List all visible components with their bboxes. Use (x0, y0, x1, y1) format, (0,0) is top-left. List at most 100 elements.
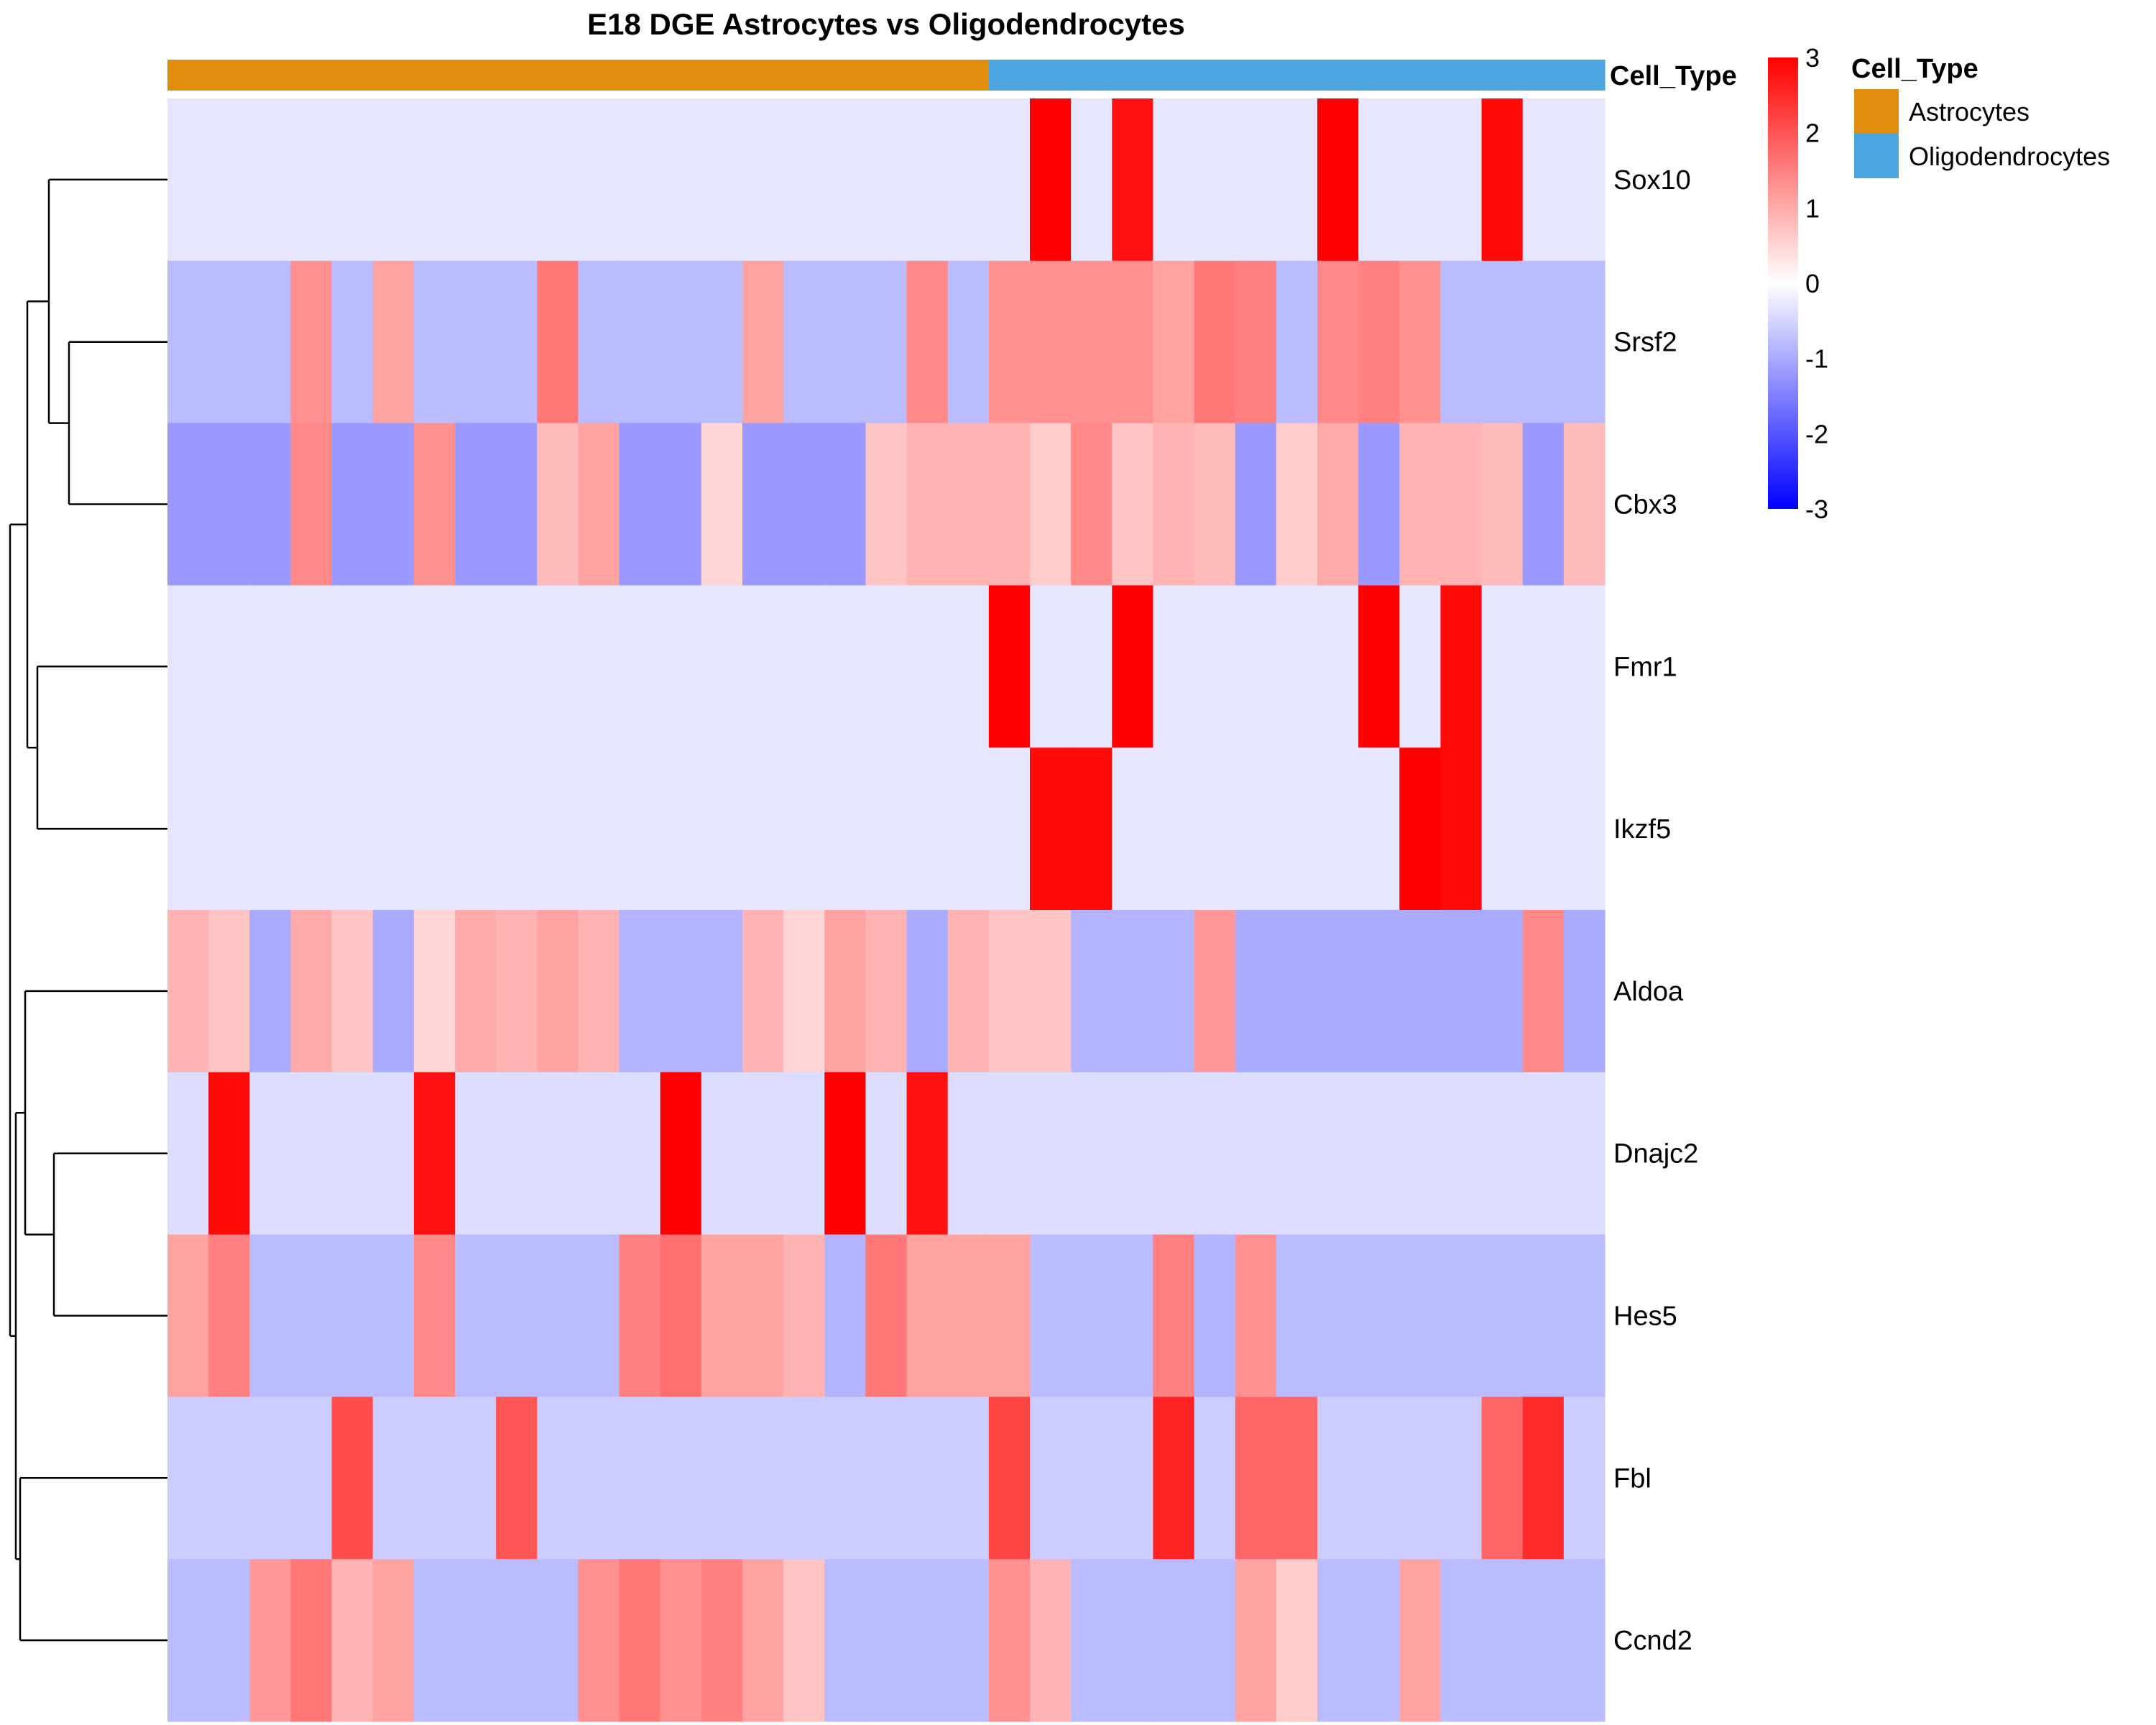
heatmap-cell (1071, 585, 1112, 748)
heatmap-cell (1399, 910, 1442, 1073)
heatmap-cell (167, 1559, 209, 1722)
heatmap-cell (249, 423, 292, 586)
heatmap-cell (988, 1397, 1031, 1560)
heatmap-cell (290, 1397, 333, 1560)
heatmap-cell (290, 910, 333, 1073)
heatmap-cell (537, 1397, 579, 1560)
heatmap-cell (372, 1397, 415, 1560)
annotation-bar (167, 60, 1606, 91)
heatmap-cell (537, 1072, 579, 1236)
heatmap-cell (331, 910, 374, 1073)
heatmap-cell (660, 1234, 702, 1397)
heatmap-cell (1317, 1559, 1359, 1722)
heatmap-cell (1481, 1234, 1524, 1397)
heatmap-cell (1563, 585, 1606, 748)
heatmap-cell (742, 98, 784, 262)
heatmap-cell (1522, 98, 1565, 262)
heatmap-cell (1194, 260, 1236, 424)
heatmap-cell (1030, 1559, 1072, 1722)
heatmap-cell (167, 910, 209, 1073)
heatmap-cell (742, 748, 784, 911)
annotation-cell (783, 60, 825, 91)
heatmap-cell (413, 748, 456, 911)
heatmap-cell (578, 585, 620, 748)
heatmap-cell (1194, 1234, 1236, 1397)
heatmap-cell (1481, 1559, 1524, 1722)
heatmap-cell (988, 585, 1031, 748)
heatmap-cell (496, 585, 538, 748)
heatmap-cell (701, 748, 743, 911)
heatmap-cell (988, 1559, 1031, 1722)
heatmap-cell (1194, 98, 1236, 262)
heatmap-cell (1481, 1397, 1524, 1560)
heatmap-cell (988, 910, 1031, 1073)
heatmap-cell (1235, 1559, 1277, 1722)
annotation-cell (1317, 60, 1359, 91)
heatmap-cell (742, 1234, 784, 1397)
heatmap-cell (249, 1559, 292, 1722)
heatmap-cell (208, 1559, 250, 1722)
heatmap-cell (1317, 585, 1359, 748)
heatmap-cell (208, 1072, 250, 1236)
heatmap-cell (167, 423, 209, 586)
color-scale-tick-label: 1 (1805, 193, 1820, 223)
heatmap-cell (865, 260, 908, 424)
annotation-cell (1440, 60, 1483, 91)
heatmap-cell (1071, 910, 1112, 1073)
annotation-cell (619, 60, 661, 91)
heatmap-cells (167, 98, 1606, 1722)
heatmap-cell (824, 1559, 867, 1722)
heatmap-cell (906, 423, 949, 586)
heatmap-cell (988, 1234, 1031, 1397)
heatmap-cell (1563, 423, 1606, 586)
heatmap-cell (208, 910, 250, 1073)
heatmap-cell (1235, 423, 1277, 586)
heatmap-cell (537, 1559, 579, 1722)
heatmap-cell (1440, 1072, 1483, 1236)
heatmap-cell (1440, 1397, 1483, 1560)
annotation-cell (1563, 60, 1606, 91)
heatmap-cell (1194, 1072, 1236, 1236)
heatmap-cell (1399, 748, 1442, 911)
heatmap-cell (1276, 585, 1318, 748)
heatmap-cell (455, 1559, 497, 1722)
heatmap-cell (290, 1072, 333, 1236)
annotation-cell (1522, 60, 1565, 91)
heatmap-cell (1317, 1234, 1359, 1397)
heatmap-cell (1030, 585, 1072, 748)
heatmap-cell (1276, 1234, 1318, 1397)
heatmap-cell (1276, 1397, 1318, 1560)
heatmap-cell (167, 1397, 209, 1560)
heatmap-cell (1563, 1397, 1606, 1560)
heatmap-cell (1358, 1397, 1400, 1560)
heatmap-cell (1071, 1234, 1112, 1397)
heatmap-cell (1071, 260, 1112, 424)
heatmap-cell (413, 1559, 456, 1722)
heatmap-cell (865, 1234, 908, 1397)
heatmap-cell (1276, 423, 1318, 586)
heatmap-cell (1440, 98, 1483, 262)
heatmap-cell (372, 260, 415, 424)
annotation-cell (331, 60, 374, 91)
heatmap-cell (1235, 748, 1277, 911)
heatmap-cell (1112, 1559, 1154, 1722)
annotation-cell (1235, 60, 1277, 91)
heatmap-cell (742, 1072, 784, 1236)
annotation-cell (988, 60, 1031, 91)
heatmap-cell (660, 1072, 702, 1236)
heatmap-cell (1522, 260, 1565, 424)
heatmap-cell (249, 748, 292, 911)
heatmap-cell (290, 585, 333, 748)
heatmap-cell (208, 98, 250, 262)
heatmap-cell (167, 98, 209, 262)
color-scale-tick-label: -1 (1805, 344, 1828, 374)
annotation-cell (413, 60, 456, 91)
heatmap-cell (1112, 260, 1154, 424)
heatmap-cell (988, 748, 1031, 911)
heatmap-cell (331, 1072, 374, 1236)
heatmap-cell (1153, 1072, 1195, 1236)
heatmap-cell (619, 1397, 661, 1560)
heatmap-cell (865, 423, 908, 586)
heatmap-cell (988, 98, 1031, 262)
heatmap-cell (1153, 1234, 1195, 1397)
